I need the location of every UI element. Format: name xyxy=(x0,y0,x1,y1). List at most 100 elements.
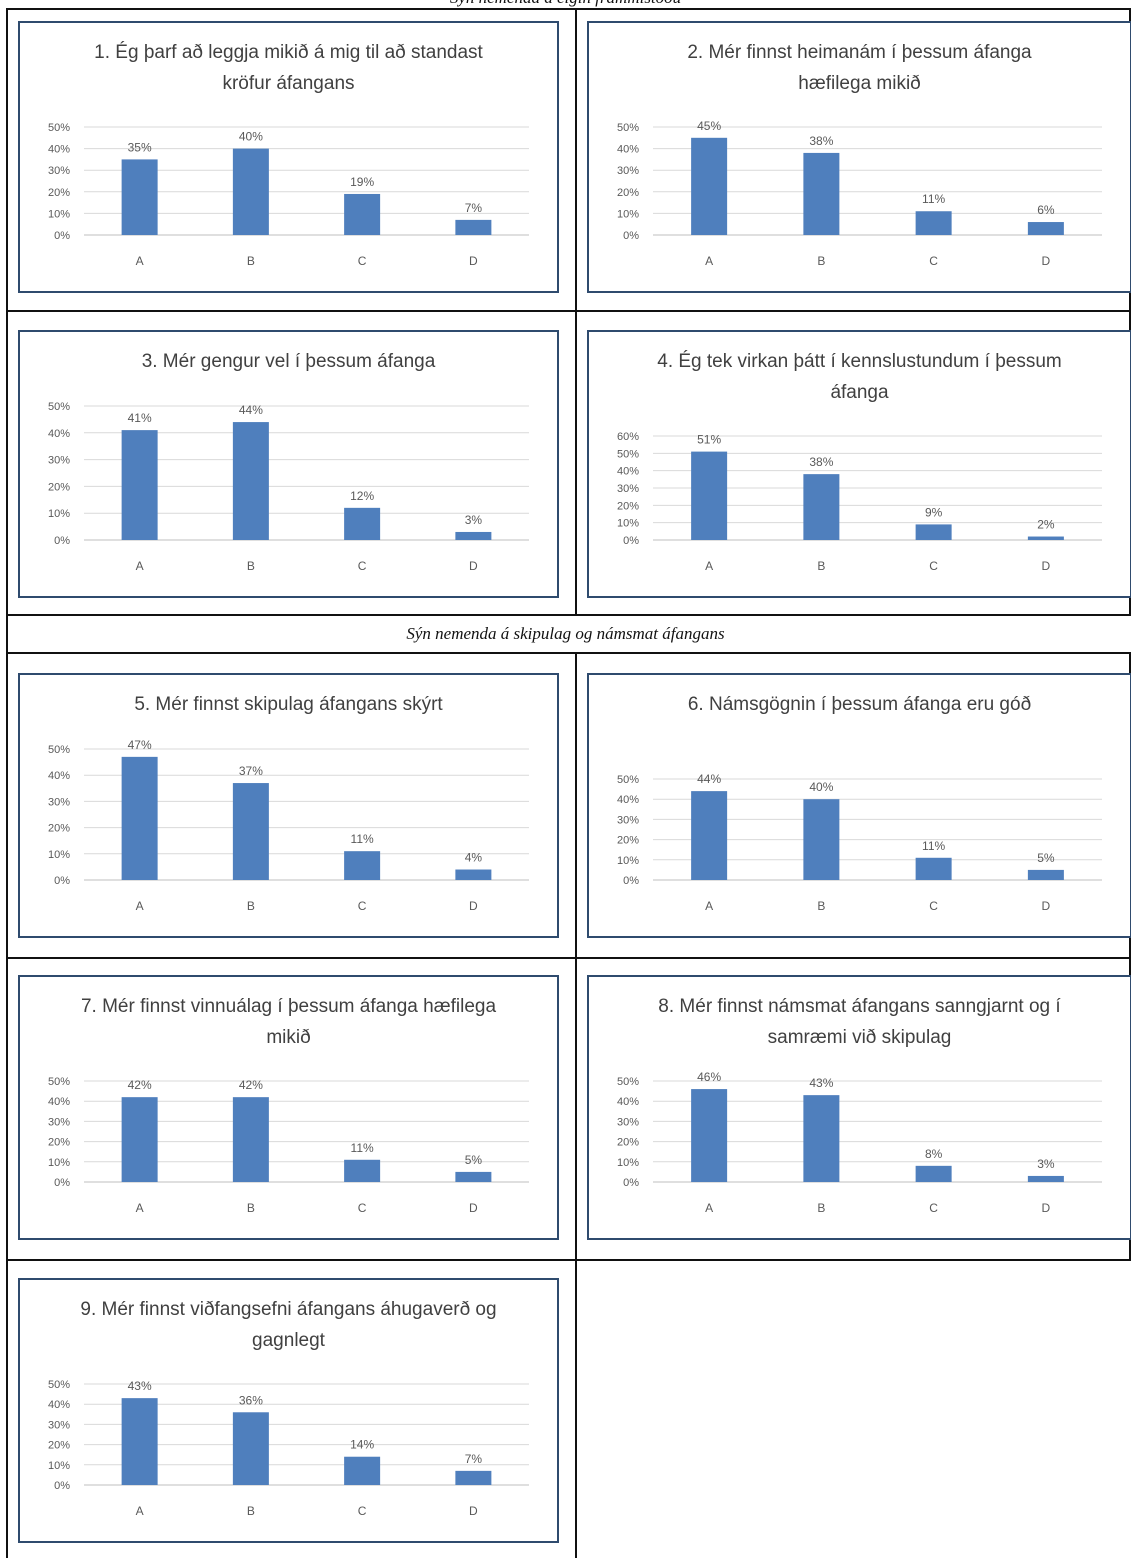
data-label: 44% xyxy=(239,403,263,417)
y-tick-label: 10% xyxy=(48,1157,70,1169)
data-label: 11% xyxy=(351,832,374,846)
data-label: 40% xyxy=(809,780,833,794)
y-tick-label: 30% xyxy=(617,1116,639,1128)
chart-title: 7. Mér finnst vinnuálag í þessum áfanga … xyxy=(80,996,497,1048)
chart-plot: 0% 10% 20% 30% 40% 50% 60% 51% A 38% B 9% C 2% D xyxy=(617,431,1102,573)
bar xyxy=(121,756,158,880)
x-tick-label: D xyxy=(1042,254,1051,268)
bar xyxy=(232,783,269,880)
bar xyxy=(344,507,381,540)
x-tick-label: D xyxy=(1042,559,1051,573)
chart-panel: 2. Mér finnst heimanám í þessum áfanga h… xyxy=(587,21,1131,293)
data-label: 3% xyxy=(465,513,483,527)
chart-title: 1. Ég þarf að leggja mikið á mig til að … xyxy=(94,42,483,94)
y-tick-label: 20% xyxy=(48,187,70,199)
x-tick-label: A xyxy=(705,254,713,268)
data-label: 11% xyxy=(351,1141,374,1155)
y-tick-label: 0% xyxy=(54,230,70,242)
bar xyxy=(121,1097,158,1182)
y-tick-label: 10% xyxy=(48,849,70,861)
y-tick-label: 10% xyxy=(617,208,639,220)
bar xyxy=(915,211,952,235)
chart-panel: 5. Mér finnst skipulag áfangans skýrt 0% 1… xyxy=(18,673,559,938)
data-label: 41% xyxy=(128,411,152,425)
data-label: 8% xyxy=(925,1147,943,1161)
y-tick-label: 0% xyxy=(54,1480,70,1492)
y-tick-label: 0% xyxy=(623,875,639,887)
x-tick-label: A xyxy=(136,254,144,268)
y-tick-label: 50% xyxy=(48,401,70,413)
bar xyxy=(121,430,158,540)
bar xyxy=(344,1456,381,1485)
chart-title: 8. Mér finnst námsmat áfangans sanngjarn… xyxy=(658,996,1061,1048)
table-border-top xyxy=(6,8,1131,10)
y-tick-label: 40% xyxy=(48,428,70,440)
data-label: 47% xyxy=(128,738,152,752)
y-tick-label: 30% xyxy=(48,165,70,177)
table-row-divider xyxy=(6,957,1131,959)
x-tick-label: A xyxy=(136,1504,144,1518)
section-heading-middle: Sýn nemenda á skipulag og námsmat áfanga… xyxy=(406,624,725,643)
y-tick-label: 40% xyxy=(48,144,70,156)
y-tick-label: 50% xyxy=(48,122,70,134)
y-tick-label: 0% xyxy=(623,535,639,547)
chart-plot: 0% 10% 20% 30% 40% 50% 46% A 43% B 8% C 3% D xyxy=(617,1070,1102,1215)
data-label: 6% xyxy=(1037,203,1055,217)
x-tick-label: A xyxy=(136,559,144,573)
y-tick-label: 30% xyxy=(617,483,639,495)
chart-panel: 7. Mér finnst vinnuálag í þessum áfanga … xyxy=(18,975,559,1240)
bar xyxy=(232,1412,269,1485)
bar xyxy=(455,1171,492,1182)
data-label: 36% xyxy=(239,1393,263,1407)
y-tick-label: 50% xyxy=(48,744,70,756)
chart-plot: 0% 10% 20% 30% 40% 50% 47% A 37% B 11% C 4% D xyxy=(48,738,529,913)
x-tick-label: B xyxy=(247,559,255,573)
data-label: 4% xyxy=(465,851,483,865)
y-tick-label: 0% xyxy=(623,230,639,242)
x-tick-label: B xyxy=(247,1504,255,1518)
x-tick-label: D xyxy=(469,1201,478,1215)
x-tick-label: D xyxy=(469,559,478,573)
y-tick-label: 50% xyxy=(617,122,639,134)
data-label: 45% xyxy=(697,119,721,133)
chart-plot: 0% 10% 20% 30% 40% 50% 43% A 36% B 14% C 7% D xyxy=(48,1379,529,1518)
y-tick-label: 30% xyxy=(617,165,639,177)
data-label: 14% xyxy=(350,1438,374,1452)
bar xyxy=(232,422,269,540)
data-label: 40% xyxy=(239,130,263,144)
y-tick-label: 10% xyxy=(617,1157,639,1169)
x-tick-label: C xyxy=(358,254,367,268)
y-tick-label: 30% xyxy=(48,1116,70,1128)
chart-title: 9. Mér finnst viðfangsefni áfangans áhug… xyxy=(80,1299,497,1351)
y-tick-label: 30% xyxy=(48,1419,70,1431)
y-tick-label: 30% xyxy=(48,796,70,808)
bar xyxy=(915,1165,952,1182)
data-label: 5% xyxy=(1037,851,1055,865)
x-tick-label: B xyxy=(247,1201,255,1215)
chart-panel: 6. Námsgögnin í þessum áfanga eru góð 0% 1… xyxy=(587,673,1131,938)
bar xyxy=(1027,869,1064,880)
y-tick-label: 40% xyxy=(617,466,639,478)
data-label: 11% xyxy=(922,192,945,206)
y-tick-label: 40% xyxy=(48,770,70,782)
bar xyxy=(915,857,952,880)
y-tick-label: 40% xyxy=(617,794,639,806)
chart-panel: 3. Mér gengur vel í þessum áfanga 0% 10% 20… xyxy=(18,330,559,598)
chart-title: 6. Námsgögnin í þessum áfanga eru góð xyxy=(687,694,1032,715)
bar xyxy=(915,524,952,540)
table-row-divider xyxy=(6,310,1131,312)
x-tick-label: D xyxy=(1042,899,1051,913)
chart-plot: 0% 10% 20% 30% 40% 50% 45% A 38% B 11% C 6% D xyxy=(617,119,1102,268)
y-tick-label: 0% xyxy=(623,1177,639,1189)
bar xyxy=(232,1097,269,1182)
section-heading-top: Sýn nemenda á eigin frammistöðu xyxy=(0,0,1131,8)
bar xyxy=(232,148,269,235)
bar xyxy=(691,137,728,235)
y-tick-label: 50% xyxy=(617,774,639,786)
data-label: 46% xyxy=(697,1070,721,1084)
bar xyxy=(1027,222,1064,235)
chart-panel: 8. Mér finnst námsmat áfangans sanngjarn… xyxy=(587,975,1131,1240)
y-tick-label: 40% xyxy=(617,1096,639,1108)
bar xyxy=(344,193,381,235)
data-label: 38% xyxy=(809,455,833,469)
